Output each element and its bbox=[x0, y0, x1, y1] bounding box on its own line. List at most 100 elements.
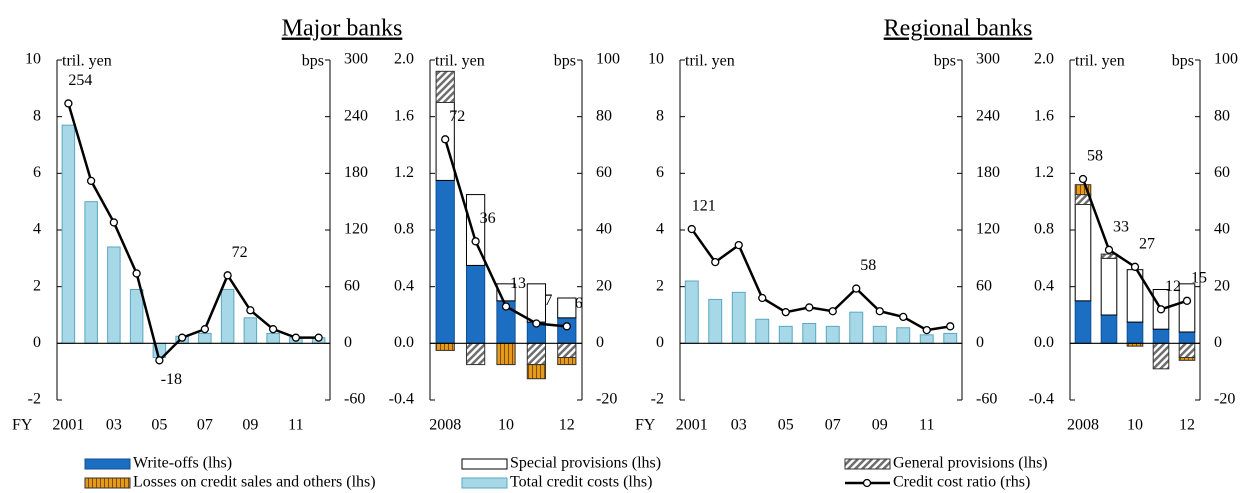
bar bbox=[1074, 204, 1092, 302]
y-tick-label: 0.0 bbox=[394, 334, 414, 351]
x-tick-label: 11 bbox=[919, 417, 934, 434]
marker bbox=[441, 135, 450, 144]
marker bbox=[177, 333, 187, 342]
bar bbox=[465, 342, 486, 366]
line bbox=[67, 103, 319, 363]
bar bbox=[943, 332, 958, 344]
legend-swatch bbox=[461, 477, 508, 489]
marker bbox=[899, 312, 908, 322]
bar bbox=[1074, 184, 1092, 196]
bar bbox=[1126, 321, 1144, 344]
x-tick-label: 07 bbox=[197, 417, 213, 434]
data-label: 72 bbox=[232, 244, 248, 261]
x-tick-label: 03 bbox=[731, 417, 747, 434]
legend-label: General provisions (lhs) bbox=[893, 455, 1048, 472]
x-tick-label: 09 bbox=[242, 417, 258, 434]
bar bbox=[266, 332, 280, 344]
legend-swatch bbox=[461, 458, 508, 470]
bar bbox=[526, 342, 547, 366]
x-tick-label: 2001 bbox=[52, 417, 84, 434]
marker bbox=[781, 308, 790, 317]
bar bbox=[243, 317, 258, 344]
data-label: 12 bbox=[1165, 278, 1181, 295]
y-tick-label: 1.6 bbox=[1034, 107, 1054, 124]
x-tick-label: 2008 bbox=[1067, 417, 1099, 434]
line bbox=[690, 228, 951, 332]
marker bbox=[246, 306, 255, 315]
data-label: 254 bbox=[68, 72, 92, 89]
y2-axis-title: bps bbox=[302, 53, 324, 70]
y2-tick-label: 40 bbox=[596, 221, 612, 238]
y-tick-label: 8 bbox=[33, 107, 41, 124]
x-tick-label: 05 bbox=[151, 417, 167, 434]
y2-tick-label: 80 bbox=[1214, 107, 1230, 124]
y2-tick-label: -60 bbox=[976, 391, 997, 408]
x-tick-label: 2008 bbox=[429, 417, 461, 434]
bar bbox=[61, 124, 76, 344]
x-tick-label: 05 bbox=[778, 417, 794, 434]
data-label: 27 bbox=[1139, 236, 1155, 253]
y-tick-label: 2 bbox=[656, 277, 664, 294]
bar bbox=[825, 325, 840, 344]
y2-tick-label: 60 bbox=[344, 277, 360, 294]
marker bbox=[946, 322, 955, 331]
y-tick-label: 1.2 bbox=[394, 164, 414, 181]
data-label: -18 bbox=[161, 371, 182, 388]
y2-tick-label: 0 bbox=[976, 334, 984, 351]
data-label: 33 bbox=[1113, 219, 1129, 236]
y2-tick-label: 300 bbox=[976, 51, 1000, 68]
y2-tick-label: 240 bbox=[976, 107, 1000, 124]
marker bbox=[132, 269, 141, 278]
y-tick-label: 1.2 bbox=[1034, 164, 1054, 181]
bar bbox=[557, 357, 577, 366]
x-tick-label: 11 bbox=[288, 417, 303, 434]
y2-tick-label: 240 bbox=[344, 107, 368, 124]
bar bbox=[1178, 342, 1196, 359]
marker bbox=[687, 224, 696, 234]
y2-tick-label: 60 bbox=[976, 277, 992, 294]
y-tick-label: 0.4 bbox=[394, 277, 414, 294]
y-tick-label: 2 bbox=[33, 277, 41, 294]
x-tick-label: 12 bbox=[559, 417, 575, 434]
bar bbox=[1178, 357, 1196, 361]
bar bbox=[872, 325, 887, 344]
y-tick-label: 0 bbox=[33, 334, 41, 351]
bar bbox=[708, 298, 723, 344]
data-label: 121 bbox=[692, 198, 716, 215]
marker bbox=[155, 356, 164, 365]
bar bbox=[435, 70, 455, 104]
marker bbox=[471, 237, 480, 246]
y2-tick-label: 100 bbox=[1214, 51, 1238, 68]
x-axis-title: FY bbox=[12, 417, 33, 434]
y-axis-title: tril. yen bbox=[62, 53, 112, 70]
y2-axis-title: bps bbox=[554, 53, 576, 70]
bar bbox=[1074, 300, 1092, 344]
y2-tick-label: 180 bbox=[976, 164, 1000, 181]
x-tick-label: 07 bbox=[825, 417, 841, 434]
bar bbox=[1100, 257, 1118, 316]
marker bbox=[532, 319, 541, 328]
y2-tick-label: 20 bbox=[596, 277, 612, 294]
y2-tick-label: 180 bbox=[344, 164, 368, 181]
y-tick-label: 0.4 bbox=[1034, 277, 1054, 294]
legend-label: Losses on credit sales and others (lhs) bbox=[133, 474, 376, 491]
bar bbox=[220, 289, 235, 344]
marker bbox=[501, 302, 511, 311]
marker bbox=[758, 293, 767, 303]
marker bbox=[291, 333, 301, 342]
data-label: 58 bbox=[860, 257, 876, 274]
data-label: 15 bbox=[1191, 270, 1207, 287]
y-axis-title: tril. yen bbox=[1075, 53, 1125, 70]
marker bbox=[1104, 245, 1114, 254]
legend-label: Write-offs (lhs) bbox=[133, 455, 232, 472]
legend-marker bbox=[862, 478, 872, 488]
marker bbox=[562, 322, 571, 331]
bar bbox=[849, 311, 864, 344]
data-label: 58 bbox=[1087, 148, 1103, 165]
bar bbox=[1178, 283, 1196, 333]
x-tick-label: 12 bbox=[1179, 417, 1195, 434]
y2-tick-label: 0 bbox=[1214, 334, 1222, 351]
y-tick-label: 10 bbox=[648, 51, 664, 68]
y2-tick-label: 20 bbox=[1214, 277, 1230, 294]
marker bbox=[314, 333, 323, 342]
